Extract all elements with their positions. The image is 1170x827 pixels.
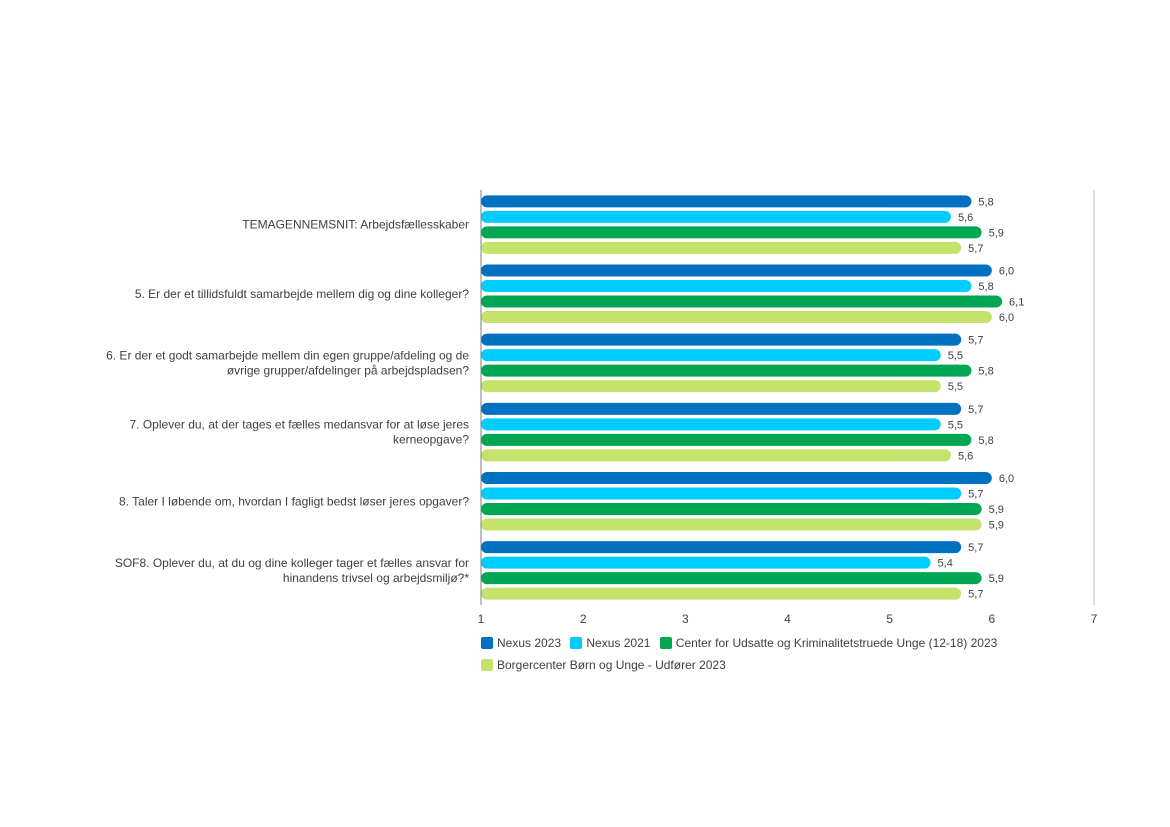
category-label: 6. Er der et godt samarbejde mellem din … [106,348,469,362]
bar [481,572,982,585]
x-tick-label: 4 [784,612,791,626]
x-tick-label: 3 [682,612,689,626]
bar [481,349,941,362]
data-label: 5,9 [989,573,1004,585]
data-label: 6,0 [999,473,1014,485]
x-tick-label: 2 [580,612,587,626]
bar [481,364,972,377]
data-label: 5,9 [989,504,1004,516]
category-label: SOF8. Oplever du, at du og dine kolleger… [115,556,469,570]
legend-label-borgercenter: Borgercenter Børn og Unge - Udfører 2023 [497,658,726,672]
bar-chart: 5,8 5,6 5,9 5,7 TEMAGENNEMSNIT: Arbejdsfælle… [106,190,1098,626]
bar [481,311,992,323]
legend-swatch-center-udsatte [659,637,672,649]
category-label: kerneopgave? [393,433,469,447]
bar [481,264,992,277]
bar [481,487,962,500]
data-label: 5,8 [978,366,993,378]
category-label: 5. Er der et tillidsfuldt samarbejde mel… [135,287,469,301]
legend-swatch-nexus-2023 [481,637,493,649]
bar [481,433,972,446]
legend-item-center-udsatte: Center for Udsatte og Kriminalitetstrued… [659,632,998,654]
data-label: 5,7 [968,489,983,501]
category-label: hinandens trivsel og arbejdsmiljø?* [283,571,469,585]
bar [481,587,962,600]
bar [481,295,1003,308]
legend-label-nexus-2021: Nexus 2021 [586,636,651,650]
bar [481,518,982,531]
bar [481,195,972,208]
data-label: 5,7 [968,589,983,601]
data-label: 6,0 [999,266,1014,278]
data-label: 5,5 [948,419,963,431]
bar [481,556,931,569]
x-tick-label: 1 [478,612,485,626]
bar [481,333,962,346]
legend-row-1: Nexus 2023 Nexus 2021 Center for Udsatte… [481,632,1081,654]
legend-item-nexus-2021: Nexus 2021 [570,632,650,654]
data-label: 5,6 [958,212,973,224]
x-tick-label: 7 [1091,612,1098,626]
category-label: øvrige grupper/afdelinger på arbejdsplad… [227,363,469,377]
bar [481,449,951,462]
bar [481,402,962,415]
bar [481,380,941,393]
legend-row-2: Borgercenter Børn og Unge - Udfører 2023 [481,654,1081,676]
bar [481,503,982,515]
legend-item-nexus-2023: Nexus 2023 [481,632,561,654]
category-label: 7. Oplever du, at der tages et fælles me… [130,418,470,432]
data-label: 5,7 [968,542,983,554]
bar [481,418,941,431]
legend-label-nexus-2023: Nexus 2023 [497,636,562,650]
bar [481,210,951,223]
legend-item-borgercenter: Borgercenter Børn og Unge - Udfører 2023 [481,654,726,676]
bar [481,541,962,554]
data-label: 5,8 [978,281,993,293]
data-label: 5,9 [989,520,1004,532]
legend-swatch-borgercenter [481,659,493,671]
x-tick-label: 6 [988,612,995,626]
bar [481,472,992,484]
data-label: 6,1 [1009,297,1024,309]
legend-swatch-nexus-2021 [570,637,583,649]
data-label: 5,7 [968,335,983,347]
data-label: 5,8 [978,435,993,447]
x-tick-label: 5 [886,612,893,626]
category-label: TEMAGENNEMSNIT: Arbejdsfællesskaber [242,218,469,232]
bar [481,280,972,292]
data-label: 5,9 [989,227,1004,239]
category-label: 8. Taler I løbende om, hvordan I fagligt… [119,494,469,508]
data-label: 5,7 [968,243,983,255]
data-label: 6,0 [999,312,1014,324]
bar [481,241,962,254]
legend: Nexus 2023 Nexus 2021 Center for Udsatte… [481,632,1081,676]
data-label: 5,4 [938,558,953,570]
bar [481,226,982,239]
data-label: 5,8 [978,196,993,208]
legend-label-center-udsatte: Center for Udsatte og Kriminalitetstrued… [675,636,998,650]
data-label: 5,5 [948,381,963,393]
data-label: 5,7 [968,404,983,416]
data-label: 5,5 [948,350,963,362]
data-label: 5,6 [958,450,973,462]
